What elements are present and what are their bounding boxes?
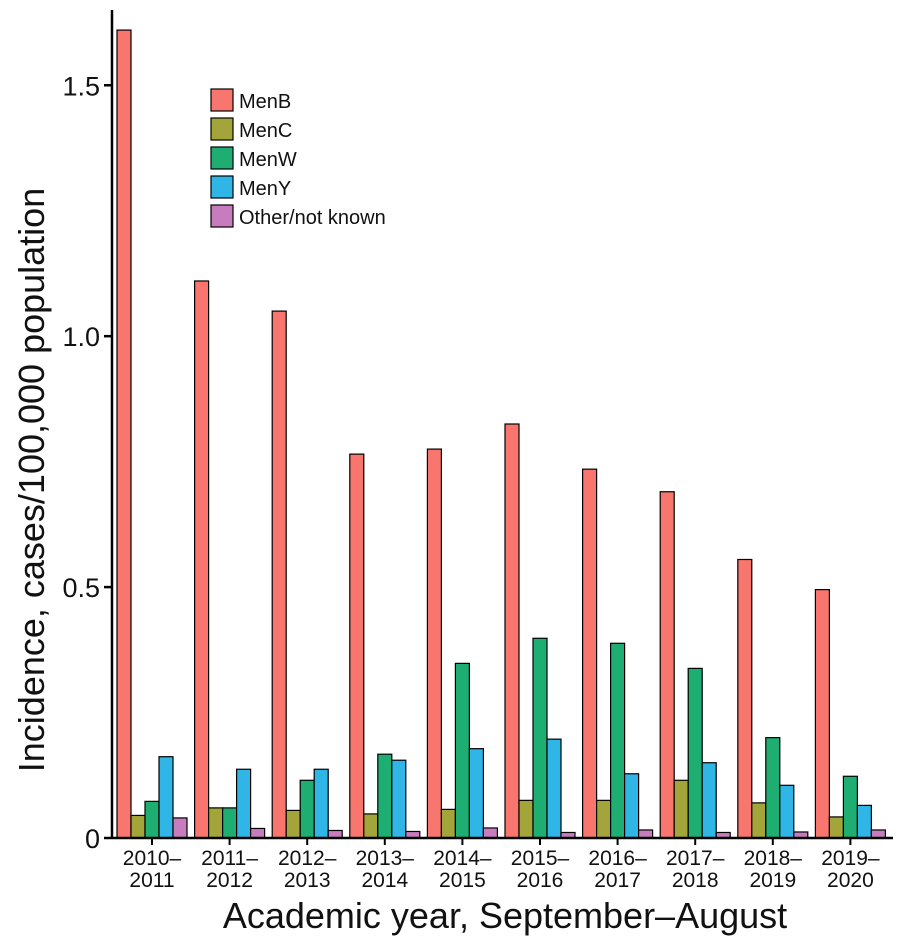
bar-meny-4 <box>468 748 484 839</box>
x-category-label-line: 2011– <box>201 847 258 870</box>
x-category-label-line: 2010– <box>123 847 182 870</box>
bar-menb-2 <box>271 310 287 839</box>
bar-menb-5 <box>504 423 520 839</box>
x-category-label-line: 2016– <box>588 847 647 870</box>
axes-layer <box>110 10 893 840</box>
bar-menb-1 <box>194 280 210 839</box>
legend: MenB MenC MenW MenY Other/not known <box>210 88 386 229</box>
bar-menc-9 <box>828 816 845 839</box>
x-category-label-line: 2020 <box>827 869 874 892</box>
x-category-label: 2014– 2015 <box>433 847 492 892</box>
bar-menw-5 <box>532 637 548 839</box>
bar-menw-6 <box>609 642 626 839</box>
legend-label: MenB <box>239 91 291 113</box>
x-category-label-line: 2012 <box>206 869 253 892</box>
bar-other-not-known-1 <box>250 827 266 839</box>
bar-menc-8 <box>751 802 767 839</box>
bar-meny-2 <box>313 768 329 839</box>
bar-meny-1 <box>236 768 252 839</box>
y-tick-label: 1.0 <box>62 322 100 352</box>
bar-menc-6 <box>595 799 612 839</box>
bar-meny-5 <box>546 738 562 839</box>
x-category-label-line: 2015– <box>511 847 570 870</box>
bar-menw-4 <box>454 662 470 839</box>
bar-meny-0 <box>158 756 174 839</box>
x-category-label-line: 2017 <box>594 869 641 892</box>
x-category-label-line: 2012– <box>278 847 337 870</box>
bar-menb-3 <box>349 453 365 839</box>
bar-menc-1 <box>208 807 224 839</box>
x-category-label: 2016– 2017 <box>588 847 647 892</box>
x-category-label-line: 2016 <box>517 869 564 892</box>
x-category-label-line: 2013– <box>356 847 415 870</box>
bar-menc-5 <box>518 799 534 839</box>
x-category-label-line: 2015 <box>439 869 486 892</box>
bar-meny-9 <box>856 804 873 839</box>
bar-menb-7 <box>659 491 675 839</box>
x-category-label-line: 2019 <box>749 869 796 892</box>
bar-meny-7 <box>701 762 717 839</box>
bar-menc-3 <box>363 813 379 839</box>
bar-menb-8 <box>737 558 753 839</box>
bar-other-not-known-4 <box>482 827 498 839</box>
y-tick-label: 1.5 <box>62 71 100 101</box>
bar-meny-3 <box>391 759 407 839</box>
legend-swatch-menb <box>210 88 234 112</box>
bar-menc-4 <box>440 808 456 839</box>
legend-swatch-meny <box>210 175 234 199</box>
bar-menb-6 <box>581 468 598 839</box>
legend-swatch-menc <box>210 117 234 141</box>
bar-menw-3 <box>377 753 393 839</box>
bar-menc-0 <box>130 814 146 839</box>
bar-meny-8 <box>779 784 795 839</box>
x-category-label: 2015– 2016 <box>511 847 570 892</box>
x-category-label-line: 2018– <box>744 847 803 870</box>
legend-label: MenY <box>239 178 291 200</box>
legend-swatch-other-not-known <box>210 204 234 228</box>
x-category-label: 2013– 2014 <box>356 847 415 892</box>
x-category-label-line: 2011 <box>129 869 174 892</box>
y-tick-label: 0.5 <box>62 573 100 603</box>
y-tick-label: 0 <box>85 824 100 854</box>
legend-label: Other/not known <box>239 207 386 229</box>
x-category-label: 2012– 2013 <box>278 847 337 892</box>
bar-menb-0 <box>116 29 132 839</box>
x-category-label-line: 2014– <box>433 847 492 870</box>
legend-label: MenC <box>239 120 292 142</box>
x-category-label: 2010– 2011 <box>123 847 182 892</box>
bar-menc-7 <box>673 779 689 839</box>
bar-menw-2 <box>299 779 315 839</box>
y-ticks: 0 0.5 1.0 1.5 <box>62 71 112 854</box>
x-category-label-line: 2017– <box>666 847 725 870</box>
bar-menb-4 <box>426 448 442 839</box>
bar-menw-9 <box>842 775 859 839</box>
legend-label: MenW <box>239 149 297 171</box>
y-axis-title: Incidence, cases/100,000 population <box>11 188 52 772</box>
bar-menw-0 <box>144 800 160 839</box>
bar-menc-2 <box>285 809 301 839</box>
x-category-label: 2018– 2019 <box>744 847 803 892</box>
x-category-label-line: 2013 <box>284 869 331 892</box>
bar-other-not-known-0 <box>172 817 188 839</box>
x-category-label: 2019– 2020 <box>821 847 880 892</box>
bar-menb-9 <box>814 588 831 839</box>
bar-menw-7 <box>687 667 703 839</box>
bar-menw-1 <box>222 807 238 839</box>
x-category-label: 2017– 2018 <box>666 847 725 892</box>
legend-swatch-menw <box>210 146 234 170</box>
x-category-label-line: 2014 <box>361 869 408 892</box>
bar-menw-8 <box>765 737 781 839</box>
bar-meny-6 <box>623 773 640 839</box>
x-axis-title: Academic year, September–August <box>223 895 787 936</box>
x-category-label-line: 2018 <box>672 869 719 892</box>
x-category-label-line: 2019– <box>821 847 880 870</box>
x-category-label: 2011– 2012 <box>201 847 258 892</box>
